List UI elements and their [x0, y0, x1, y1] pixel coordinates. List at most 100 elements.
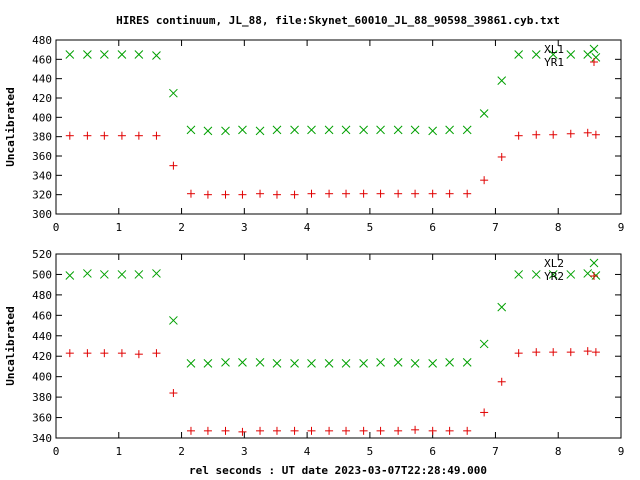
- legend-marker: [590, 272, 598, 280]
- data-point: [566, 348, 575, 357]
- data-point: [591, 130, 600, 139]
- data-point: [548, 270, 558, 279]
- series-YR2: [65, 347, 600, 436]
- legend-label: XL1: [544, 43, 564, 56]
- data-point: [272, 125, 282, 135]
- x-tick-label: 4: [304, 221, 311, 234]
- data-point: [532, 348, 541, 357]
- data-point: [65, 271, 75, 280]
- x-tick-label: 6: [429, 445, 436, 458]
- data-point: [514, 270, 524, 279]
- y-tick-label: 480: [32, 34, 52, 47]
- data-point: [497, 302, 507, 312]
- x-tick-label: 8: [555, 445, 562, 458]
- data-point: [169, 161, 178, 170]
- data-point: [134, 131, 143, 140]
- x-tick-label: 9: [618, 445, 625, 458]
- data-point: [100, 349, 109, 358]
- data-point: [411, 425, 420, 434]
- chart-title: HIRES continuum, JL_88, file:Skynet_6001…: [116, 14, 560, 27]
- data-point: [566, 129, 575, 138]
- series-YR1: [65, 128, 600, 199]
- data-point: [203, 426, 212, 435]
- y-tick-label: 480: [32, 289, 52, 302]
- data-point: [65, 50, 75, 59]
- data-point: [376, 358, 385, 367]
- y-tick-label: 340: [32, 432, 52, 445]
- data-point: [445, 426, 454, 435]
- x-tick-label: 0: [53, 445, 60, 458]
- x-axis-label: rel seconds : UT date 2023-03-07T22:28:4…: [189, 464, 487, 477]
- data-point: [169, 316, 178, 325]
- data-point: [376, 426, 385, 435]
- plot-panel-1: 300 320 340 360 380 400 420 440 460 480 0 1 2 3 4 5 6 7 8 9…: [4, 34, 624, 234]
- y-tick-label: 400: [32, 111, 52, 124]
- y-tick-label: 340: [32, 169, 52, 182]
- data-point: [307, 189, 316, 198]
- data-point: [376, 125, 385, 135]
- series-XL1: [65, 50, 601, 136]
- data-point: [169, 389, 178, 398]
- y-tick-label: 380: [32, 391, 52, 404]
- legend-marker: [590, 58, 598, 66]
- data-point: [290, 426, 299, 435]
- data-point: [290, 359, 299, 368]
- data-point: [514, 349, 523, 358]
- y-tick-label: 320: [32, 189, 52, 202]
- data-point: [325, 426, 334, 435]
- x-tick-label: 2: [178, 221, 185, 234]
- data-point: [134, 350, 143, 359]
- data-point: [497, 76, 507, 85]
- data-point: [549, 348, 558, 357]
- y-tick-label: 460: [32, 53, 52, 66]
- x-tick-label: 6: [429, 221, 436, 234]
- data-point: [514, 50, 524, 59]
- data-point: [445, 358, 454, 367]
- data-point: [100, 131, 109, 140]
- data-point: [83, 349, 92, 358]
- data-point: [307, 426, 316, 435]
- data-point: [152, 51, 161, 60]
- x-tick-label: 2: [178, 445, 185, 458]
- data-point: [428, 426, 437, 435]
- data-point: [152, 269, 161, 278]
- data-point: [83, 131, 92, 140]
- data-point: [591, 348, 600, 357]
- y-tick-label: 520: [32, 248, 52, 261]
- data-point: [325, 189, 334, 198]
- data-point: [583, 347, 592, 356]
- y-axis-label: Uncalibrated: [4, 306, 17, 385]
- data-point: [290, 125, 299, 135]
- data-point: [152, 349, 161, 358]
- data-point: [238, 427, 247, 436]
- legend-label: YR2: [544, 270, 564, 283]
- data-point: [99, 50, 109, 59]
- data-point: [393, 358, 403, 367]
- y-axis-label: Uncalibrated: [4, 87, 17, 166]
- x-tick-label: 8: [555, 221, 562, 234]
- data-point: [238, 190, 247, 199]
- y-tick-label: 440: [32, 73, 52, 86]
- y-tick-label: 420: [32, 92, 52, 105]
- data-point: [531, 50, 541, 59]
- data-point: [307, 125, 316, 135]
- data-point: [394, 189, 403, 198]
- y-tick-label: 500: [32, 268, 52, 281]
- data-point: [342, 189, 351, 198]
- data-point: [272, 190, 281, 199]
- data-point: [324, 359, 334, 368]
- data-point: [410, 125, 420, 135]
- data-point: [463, 426, 472, 435]
- data-point: [428, 189, 437, 198]
- data-point: [463, 189, 472, 198]
- data-point: [272, 359, 282, 368]
- data-point: [410, 359, 420, 368]
- legend-label: XL2: [544, 257, 564, 270]
- data-point: [479, 109, 489, 118]
- data-point: [134, 50, 144, 59]
- plot-frame: [55, 39, 622, 215]
- y-tick-label: 300: [32, 208, 52, 221]
